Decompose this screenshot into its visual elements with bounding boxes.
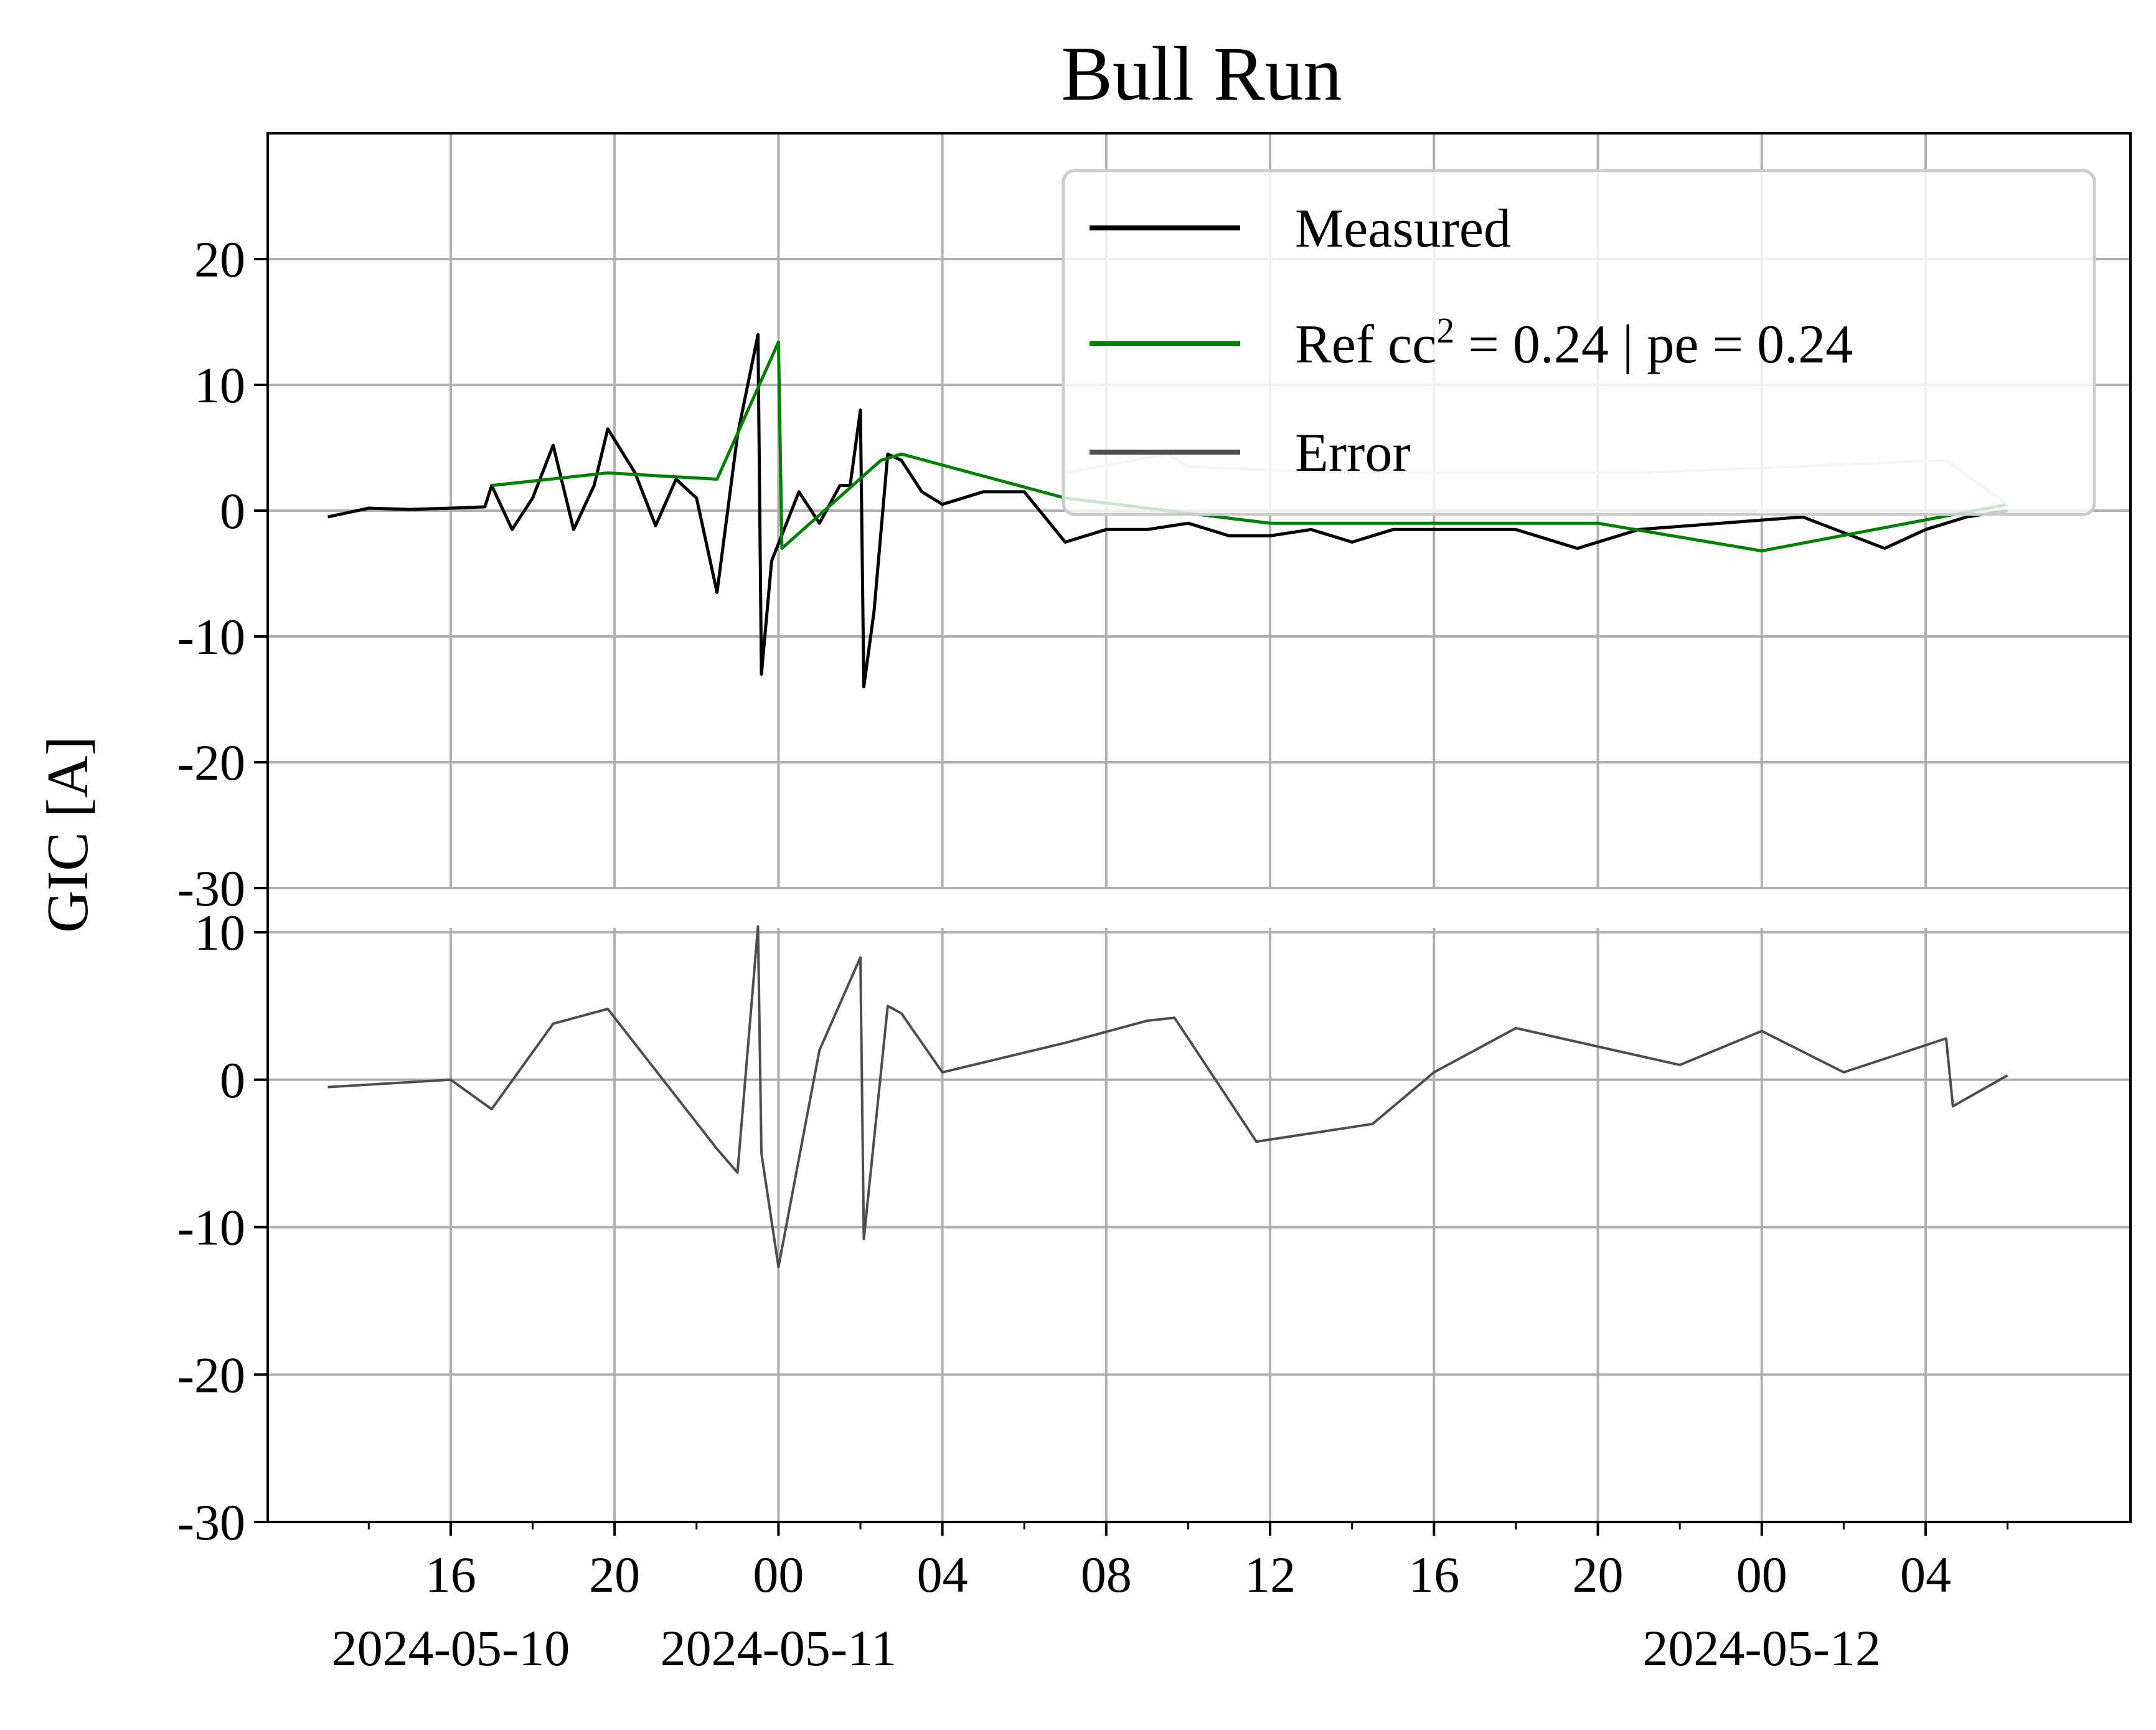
x-tick-label: 04	[1900, 1546, 1951, 1603]
series-line-top-0	[327, 333, 2008, 689]
x-tick-label: 00	[1736, 1546, 1787, 1603]
y-tick-label: 10	[194, 904, 245, 961]
x-date-label: 2024-05-12	[1642, 1620, 1881, 1676]
legend-label-0: Measured	[1295, 199, 1511, 259]
x-date-label: 2024-05-11	[661, 1620, 897, 1676]
y-tick-label: -20	[177, 734, 245, 791]
x-tick-label: 12	[1245, 1546, 1296, 1603]
x-date-label: 2024-05-10	[332, 1620, 570, 1676]
y-tick-label: 10	[194, 357, 245, 414]
legend-label-2: Error	[1295, 423, 1411, 483]
y-tick-label: -10	[177, 608, 245, 665]
x-tick-label: 04	[917, 1546, 968, 1603]
y-tick-label: 0	[220, 483, 245, 539]
x-tick-label: 16	[425, 1546, 476, 1603]
y-axis-label: GIC [A]	[35, 736, 100, 933]
x-tick-label: 20	[1573, 1546, 1624, 1603]
y-tick-label: 20	[194, 231, 245, 288]
y-tick-label: -30	[177, 1494, 245, 1551]
x-tick-label: 00	[753, 1546, 804, 1603]
y-tick-label: -20	[177, 1346, 245, 1403]
y-tick-label: -30	[177, 860, 245, 917]
legend: Measured Ref cc2 = 0.24 | pe = 0.24 Error	[1062, 169, 2096, 516]
series-line-bottom-0	[327, 925, 2008, 1269]
x-tick-label: 16	[1408, 1546, 1459, 1603]
series-line-top-1	[491, 340, 2008, 553]
x-tick-label: 08	[1081, 1546, 1132, 1603]
x-tick-label: 20	[589, 1546, 640, 1603]
tick-layer: 20100-10-20-30100-10-20-30162024-05-1020…	[177, 231, 2009, 1676]
y-tick-label: -10	[177, 1199, 245, 1256]
chart-title: Bull Run	[1061, 31, 1342, 116]
legend-box	[1062, 169, 2096, 516]
y-tick-label: 0	[220, 1052, 245, 1108]
legend-label-1: Ref cc2 = 0.24 | pe = 0.24	[1295, 310, 1853, 376]
axes-frame	[266, 132, 2132, 1523]
